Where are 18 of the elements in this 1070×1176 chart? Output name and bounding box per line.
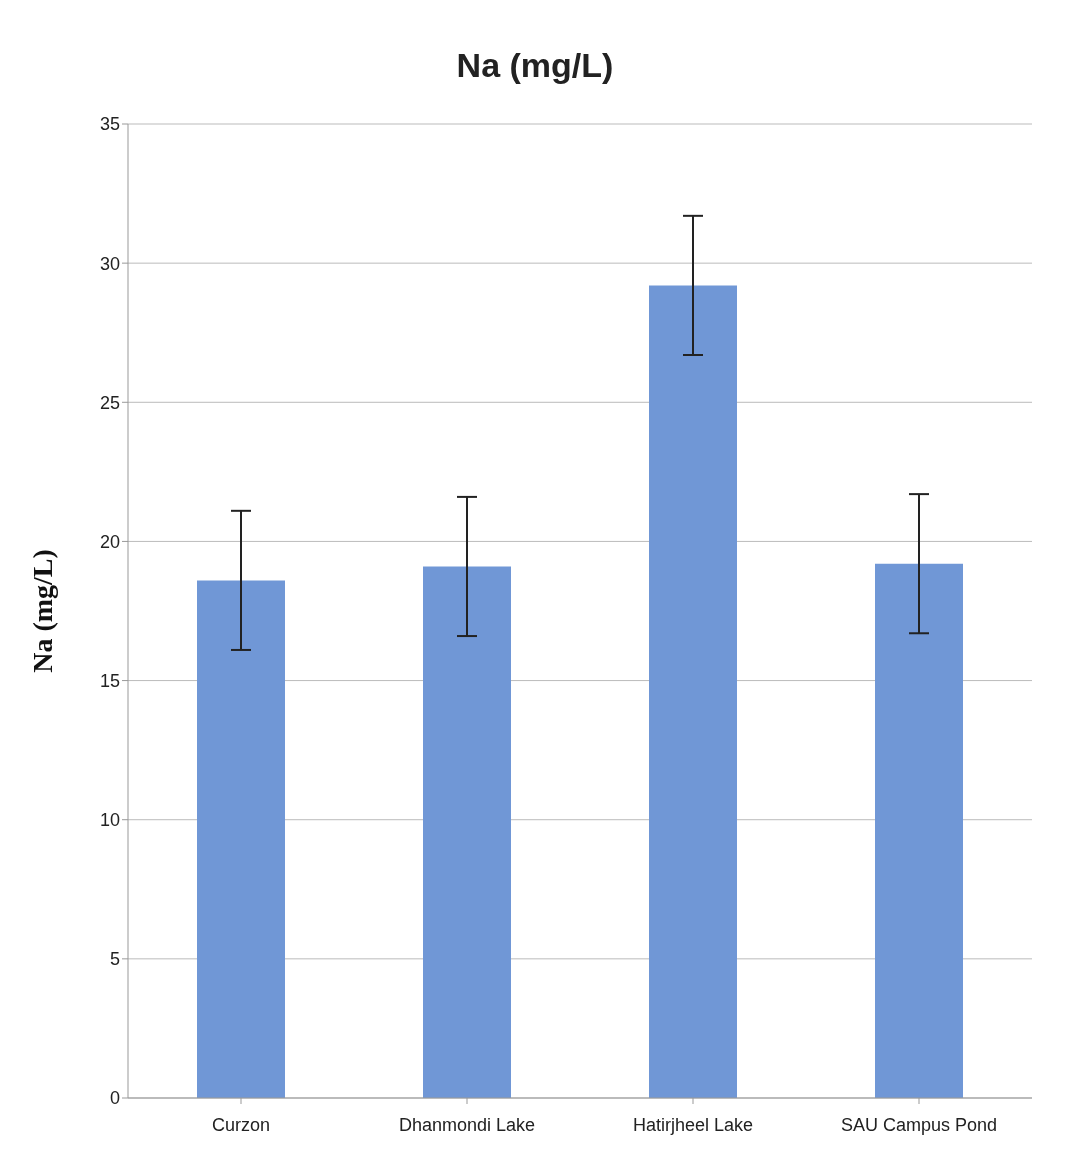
x-tick-label: Dhanmondi Lake — [398, 1114, 536, 1135]
bar — [197, 580, 285, 1098]
x-tick-label: Curzon — [211, 1114, 271, 1135]
y-tick-label: 20 — [99, 531, 120, 552]
y-tick-label: 15 — [99, 670, 120, 691]
bar — [875, 563, 963, 1098]
bar — [423, 566, 511, 1098]
y-tick-label: 0 — [109, 1088, 120, 1109]
y-tick-label: 5 — [109, 949, 120, 970]
x-tick-label: Hatirjheel Lake — [632, 1114, 754, 1135]
bar — [649, 285, 737, 1098]
chart-title: Na (mg/L) — [455, 45, 615, 86]
y-tick-label: 35 — [99, 114, 120, 135]
y-axis-title: Na (mg/L) — [26, 549, 58, 673]
x-tick-label: SAU Campus Pond — [840, 1114, 998, 1135]
y-tick-label: 25 — [99, 392, 120, 413]
y-tick-label: 10 — [99, 810, 120, 831]
y-tick-label: 30 — [99, 253, 120, 274]
